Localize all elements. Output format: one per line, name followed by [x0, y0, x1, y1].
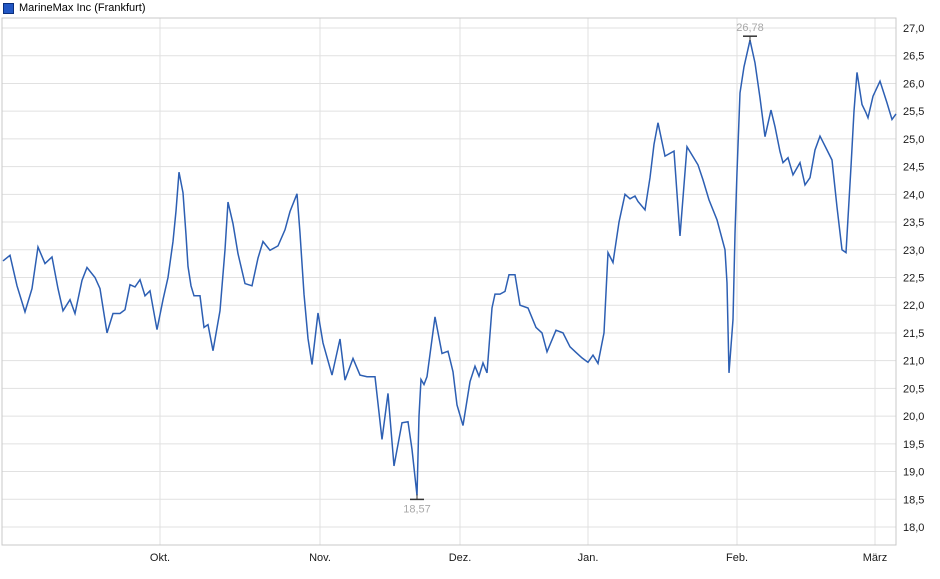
price-line [2, 40, 897, 496]
y-axis-tick-label: 19,5 [903, 439, 924, 451]
x-axis-month-label: Feb. [726, 552, 748, 564]
y-axis-tick-label: 19,0 [903, 467, 924, 479]
y-axis-tick-label: 18,5 [903, 494, 924, 506]
y-axis-tick-label: 25,5 [903, 106, 924, 118]
y-axis-tick-label: 20,0 [903, 411, 924, 423]
y-axis-tick-label: 26,0 [903, 78, 924, 90]
high-value-label: 26,78 [736, 22, 764, 34]
y-axis-tick-label: 26,5 [903, 51, 924, 63]
plot-border [1, 17, 897, 546]
y-axis-tick-label: 22,0 [903, 300, 924, 312]
chart-legend: MarineMax Inc (Frankfurt) [3, 3, 146, 14]
chart-title: MarineMax Inc (Frankfurt) [19, 2, 146, 14]
y-axis-tick-label: 24,5 [903, 162, 924, 174]
y-axis-tick-label: 23,0 [903, 245, 924, 257]
y-axis-tick-label: 18,0 [903, 522, 924, 534]
series-color-swatch-icon [3, 3, 14, 14]
y-axis-tick-label: 25,0 [903, 134, 924, 146]
x-axis-month-label: Dez. [449, 552, 472, 564]
low-value-label: 18,57 [403, 503, 431, 515]
y-axis-tick-label: 21,5 [903, 328, 924, 340]
x-axis-month-label: Okt. [150, 552, 170, 564]
y-axis-tick-label: 21,0 [903, 356, 924, 368]
y-axis-tick-label: 20,5 [903, 383, 924, 395]
y-axis-tick-label: 23,5 [903, 217, 924, 229]
x-axis-month-label: März [863, 552, 887, 564]
y-axis-tick-label: 24,0 [903, 189, 924, 201]
y-axis-tick-label: 27,0 [903, 23, 924, 35]
y-axis-tick-label: 22,5 [903, 273, 924, 285]
x-axis-month-label: Nov. [309, 552, 331, 564]
x-axis-month-label: Jan. [578, 552, 599, 564]
